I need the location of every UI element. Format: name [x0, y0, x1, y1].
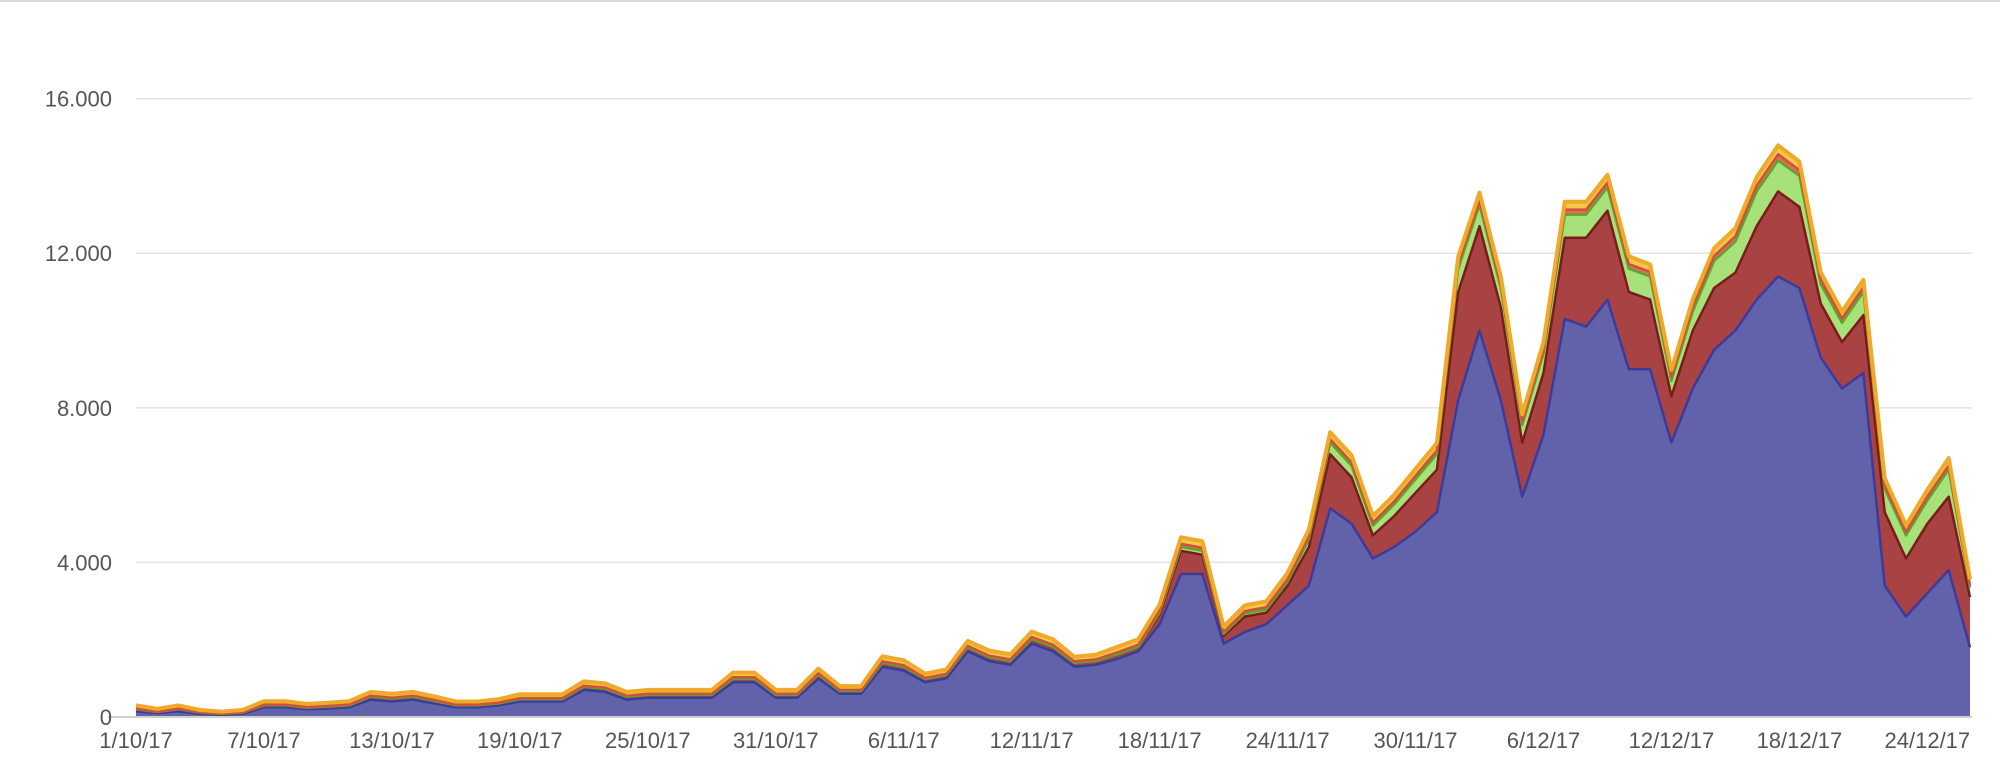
x-tick-label: 6/12/17: [1507, 728, 1580, 753]
x-tick-label: 6/11/17: [868, 728, 940, 753]
x-tick-label: 25/10/17: [605, 728, 691, 753]
x-tick-label: 24/12/17: [1885, 728, 1971, 753]
x-tick-label: 12/11/17: [990, 728, 1074, 753]
x-axis-ticks: 1/10/17 7/10/17 13/10/17 19/10/17 25/10/17 31…: [99, 728, 1970, 753]
x-tick-label: 12/12/17: [1629, 728, 1715, 753]
y-tick-label: 12.000: [45, 241, 112, 266]
x-tick-label: 18/11/17: [1118, 728, 1202, 753]
x-tick-label: 18/12/17: [1757, 728, 1843, 753]
x-tick-label: 19/10/17: [477, 728, 563, 753]
series-area-1: [136, 191, 1970, 715]
y-tick-label: 8.000: [57, 396, 112, 421]
series-area-0: [136, 276, 1970, 717]
y-tick-label: 0: [100, 705, 112, 730]
y-tick-label: 16.000: [45, 87, 112, 112]
series-lines: [135, 143, 1972, 716]
x-tick-label: 24/11/17: [1246, 728, 1330, 753]
series-areas: [136, 145, 1970, 717]
series-line-4: [135, 143, 1972, 714]
x-tick-label: 7/10/17: [227, 728, 300, 753]
y-tick-label: 4.000: [57, 550, 112, 575]
x-tick-label: 30/11/17: [1374, 728, 1458, 753]
x-tick-label: 31/10/17: [733, 728, 819, 753]
x-tick-label: 13/10/17: [349, 728, 435, 753]
x-tick-label: 1/10/17: [99, 728, 172, 753]
y-axis-ticks: 0 4.000 8.000 12.000 16.000: [45, 87, 112, 730]
series-line-0: [135, 275, 1972, 716]
